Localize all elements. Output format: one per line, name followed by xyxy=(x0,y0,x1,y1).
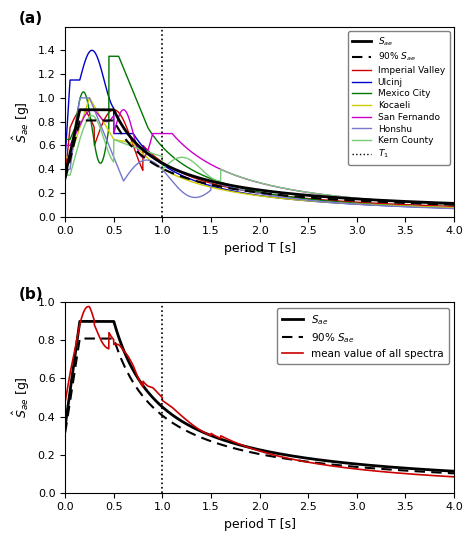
Y-axis label: $\hat{S}_{ae}$ [g]: $\hat{S}_{ae}$ [g] xyxy=(11,101,32,143)
Legend: $S_{ae}$, 90% $S_{ae}$, Imperial Valley, Ulcinj, Mexico City, Kocaeli, San Ferna: $S_{ae}$, 90% $S_{ae}$, Imperial Valley,… xyxy=(348,31,449,165)
X-axis label: period T [s]: period T [s] xyxy=(224,242,296,255)
Legend: $S_{ae}$, 90% $S_{ae}$, mean value of all spectra: $S_{ae}$, 90% $S_{ae}$, mean value of al… xyxy=(277,307,449,364)
X-axis label: period T [s]: period T [s] xyxy=(224,518,296,531)
Text: (a): (a) xyxy=(18,11,43,25)
Y-axis label: $\hat{S}_{ae}$ [g]: $\hat{S}_{ae}$ [g] xyxy=(11,377,32,418)
Text: (b): (b) xyxy=(18,287,43,301)
